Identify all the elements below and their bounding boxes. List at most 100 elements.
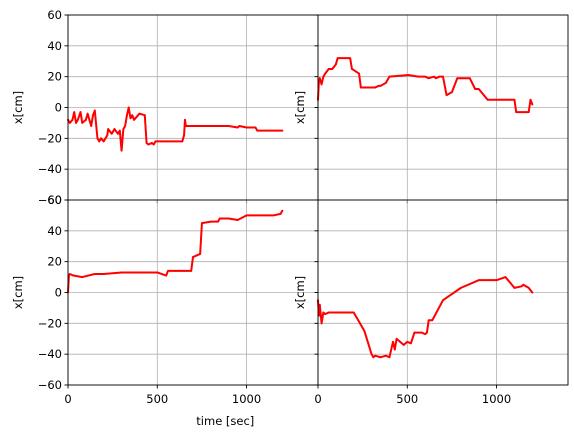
data-point — [184, 118, 186, 121]
data-point — [433, 75, 435, 78]
data-point — [76, 118, 79, 121]
data-point — [92, 114, 94, 117]
data-point — [138, 271, 141, 274]
y-tick-label: −60 — [38, 378, 62, 392]
data-point — [513, 98, 516, 101]
series-line — [317, 57, 534, 114]
data-point — [459, 286, 462, 289]
y-tick-label: 40 — [47, 39, 62, 53]
y-tick-label: 0 — [55, 101, 62, 115]
data-point — [324, 313, 327, 315]
data-point — [79, 111, 82, 114]
data-point — [474, 88, 477, 90]
data-point — [120, 149, 123, 152]
data-point — [374, 354, 377, 357]
data-point — [147, 271, 150, 274]
data-point — [477, 88, 480, 90]
data-point — [331, 68, 334, 70]
y-tick-label: 0 — [55, 286, 62, 300]
data-point — [272, 214, 275, 217]
data-point — [183, 270, 185, 272]
data-point — [192, 125, 194, 127]
data-point — [199, 253, 202, 255]
data-point — [504, 276, 507, 278]
x-tick-label: 0 — [64, 392, 71, 406]
data-point — [451, 91, 453, 93]
data-point — [117, 132, 119, 135]
data-point — [113, 128, 116, 130]
x-tick-label: 1000 — [482, 392, 511, 406]
data-point — [184, 125, 187, 127]
data-point — [322, 311, 325, 314]
data-point — [256, 129, 259, 132]
data-point — [98, 140, 101, 143]
data-point — [126, 114, 128, 117]
y-tick-label: −20 — [38, 131, 62, 145]
x-axis-label: time [sec] — [196, 414, 254, 428]
data-point — [93, 273, 96, 275]
subplot-2: x[cm] — [293, 14, 569, 204]
y-tick-label: 60 — [47, 8, 62, 22]
data-point — [151, 142, 153, 144]
data-point — [520, 285, 523, 288]
data-point — [320, 83, 323, 86]
y-axis-label: x[cm] — [293, 276, 307, 309]
y-tick-label: −20 — [38, 316, 62, 330]
data-point — [81, 122, 84, 124]
data-point — [107, 128, 110, 130]
data-point — [515, 111, 518, 114]
data-point — [527, 286, 530, 289]
data-point — [96, 137, 99, 140]
data-point — [327, 311, 330, 314]
data-point — [181, 140, 184, 143]
data-point — [318, 303, 321, 306]
data-point — [217, 220, 219, 223]
data-point — [167, 140, 169, 143]
data-point — [263, 214, 266, 217]
data-point — [477, 279, 480, 282]
data-point — [143, 114, 146, 117]
series-line — [67, 106, 284, 152]
data-point — [408, 74, 410, 77]
data-point — [492, 98, 494, 101]
data-point — [152, 143, 155, 146]
data-point — [324, 72, 327, 75]
data-point — [513, 286, 516, 289]
data-point — [177, 270, 180, 272]
data-point — [129, 117, 132, 120]
data-point — [468, 77, 471, 80]
y-tick-label: 20 — [47, 70, 62, 84]
data-point — [131, 114, 134, 117]
data-point — [318, 77, 321, 80]
data-point — [522, 283, 525, 286]
data-point — [86, 112, 89, 115]
data-point — [110, 132, 113, 135]
data-point — [118, 129, 121, 132]
y-tick-label: 40 — [47, 224, 62, 238]
data-point — [492, 279, 494, 282]
data-point — [358, 72, 360, 75]
data-point — [334, 311, 337, 314]
data-point — [488, 279, 491, 282]
data-point — [531, 103, 534, 106]
data-point — [174, 270, 177, 272]
data-point — [190, 270, 193, 272]
data-point — [93, 109, 96, 112]
data-point — [359, 86, 362, 89]
data-point — [127, 106, 130, 109]
x-tick-label: 500 — [396, 392, 418, 406]
data-point — [68, 273, 71, 275]
x-tick-label: 0 — [314, 392, 321, 406]
data-point — [351, 68, 353, 70]
data-point — [395, 337, 398, 340]
data-point — [327, 68, 330, 70]
data-point — [486, 98, 489, 101]
data-point — [370, 353, 373, 356]
data-point — [201, 222, 203, 225]
data-point — [393, 348, 396, 351]
data-point — [426, 331, 428, 334]
data-point — [90, 125, 93, 127]
data-point — [320, 322, 323, 325]
data-point — [374, 86, 377, 89]
data-point — [379, 85, 382, 87]
